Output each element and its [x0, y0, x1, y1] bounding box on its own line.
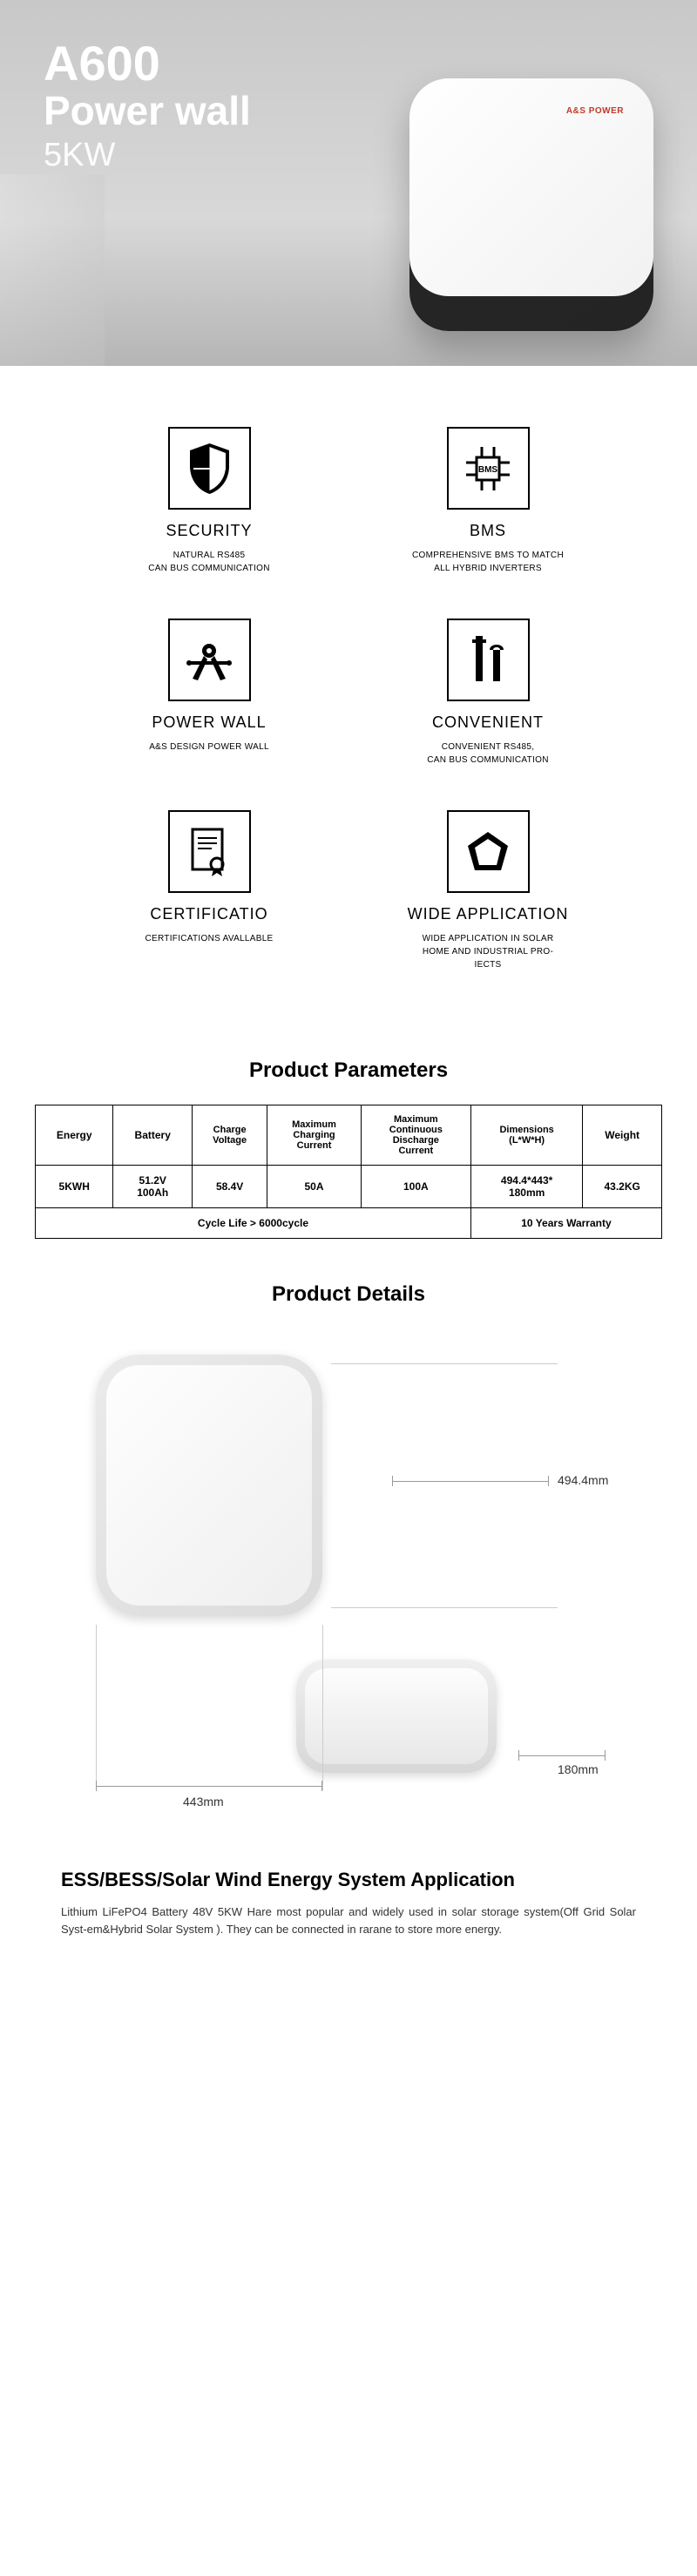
feature-convenient: CONVENIENT CONVENIENT RS485, CAN BUS COM… [366, 619, 610, 767]
feature-title: POWER WALL [87, 713, 331, 732]
td-charge-voltage: 58.4V [193, 1166, 267, 1208]
feature-security: SECURITY NATURAL RS485 CAN BUS COMMUNICA… [87, 427, 331, 575]
dimensions-diagram: 494.4mm 443mm 180mm [35, 1329, 662, 1816]
top-view [296, 1660, 497, 1773]
feature-desc: CERTIFICATIONS AVALLABLE [87, 932, 331, 945]
guide-line [322, 1625, 323, 1790]
compass-icon [168, 619, 251, 701]
guide-line [331, 1607, 558, 1608]
feature-desc: A&S DESIGN POWER WALL [87, 740, 331, 754]
hero-text: A600 Power wall 5KW [44, 39, 251, 174]
feature-title: CONVENIENT [366, 713, 610, 732]
features-grid: SECURITY NATURAL RS485 CAN BUS COMMUNICA… [0, 366, 697, 1015]
feature-powerwall: POWER WALL A&S DESIGN POWER WALL [87, 619, 331, 767]
details-heading: Product Details [0, 1282, 697, 1307]
table-header-row: Energy Battery Charge Voltage Maximum Ch… [36, 1105, 662, 1166]
th-max-charging: Maximum Charging Current [267, 1105, 362, 1166]
dim-line-depth [518, 1755, 606, 1756]
hero-power: 5KW [44, 137, 251, 174]
td-max-discharge: 100A [361, 1166, 470, 1208]
feature-bms: BMS BMS COMPREHENSIVE BMS TO MATCH ALL H… [366, 427, 610, 575]
feature-desc: CONVENIENT RS485, CAN BUS COMMUNICATION [366, 740, 610, 767]
dim-width: 443mm [183, 1795, 224, 1809]
front-view [96, 1355, 322, 1616]
brand-logo: A&S POWER [566, 106, 624, 116]
application-section: ESS/BESS/Solar Wind Energy System Applic… [0, 1816, 697, 1972]
params-table: Energy Battery Charge Voltage Maximum Ch… [35, 1105, 662, 1239]
params-heading: Product Parameters [0, 1058, 697, 1083]
application-text: Lithium LiFePO4 Battery 48V 5KW Hare mos… [61, 1903, 636, 1937]
bms-icon: BMS [447, 427, 530, 510]
feature-title: CERTIFICATIO [87, 905, 331, 923]
dim-depth: 180mm [558, 1762, 599, 1776]
hero-name: Power wall [44, 90, 251, 132]
shield-icon [168, 427, 251, 510]
td-max-charging: 50A [267, 1166, 362, 1208]
feature-title: WIDE APPLICATION [366, 905, 610, 923]
feature-title: BMS [366, 522, 610, 540]
guide-line [96, 1625, 97, 1790]
product-render: A&S POWER [409, 78, 653, 331]
feature-desc: WIDE APPLICATION IN SOLAR HOME AND INDUS… [366, 932, 610, 971]
tools-icon [447, 619, 530, 701]
hero-banner: A600 Power wall 5KW A&S POWER [0, 0, 697, 366]
td-energy: 5KWH [36, 1166, 113, 1208]
certificate-icon [168, 810, 251, 893]
td-warranty: 10 Years Warranty [470, 1208, 661, 1239]
hero-model: A600 [44, 39, 251, 88]
pentagon-icon [447, 810, 530, 893]
feature-title: SECURITY [87, 522, 331, 540]
dim-line-width [96, 1786, 322, 1787]
th-dimensions: Dimensions (L*W*H) [470, 1105, 582, 1166]
table-data-row: 5KWH 51.2V 100Ah 58.4V 50A 100A 494.4*44… [36, 1166, 662, 1208]
td-weight: 43.2KG [583, 1166, 662, 1208]
feature-desc: NATURAL RS485 CAN BUS COMMUNICATION [87, 549, 331, 575]
th-charge-voltage: Charge Voltage [193, 1105, 267, 1166]
application-title: ESS/BESS/Solar Wind Energy System Applic… [61, 1869, 636, 1891]
table-footer-row: Cycle Life > 6000cycle 10 Years Warranty [36, 1208, 662, 1239]
guide-line [331, 1363, 558, 1364]
th-weight: Weight [583, 1105, 662, 1166]
th-energy: Energy [36, 1105, 113, 1166]
dim-height: 494.4mm [558, 1473, 608, 1487]
dim-line-height [392, 1481, 549, 1482]
td-cycle-life: Cycle Life > 6000cycle [36, 1208, 471, 1239]
feature-cert: CERTIFICATIO CERTIFICATIONS AVALLABLE [87, 810, 331, 971]
feature-desc: COMPREHENSIVE BMS TO MATCH ALL HYBRID IN… [366, 549, 610, 575]
svg-text:BMS: BMS [478, 465, 498, 475]
decor-vase [0, 174, 105, 366]
th-battery: Battery [113, 1105, 193, 1166]
td-dimensions: 494.4*443* 180mm [470, 1166, 582, 1208]
th-max-discharge: Maximum Continuous Discharge Current [361, 1105, 470, 1166]
feature-application: WIDE APPLICATION WIDE APPLICATION IN SOL… [366, 810, 610, 971]
td-battery: 51.2V 100Ah [113, 1166, 193, 1208]
